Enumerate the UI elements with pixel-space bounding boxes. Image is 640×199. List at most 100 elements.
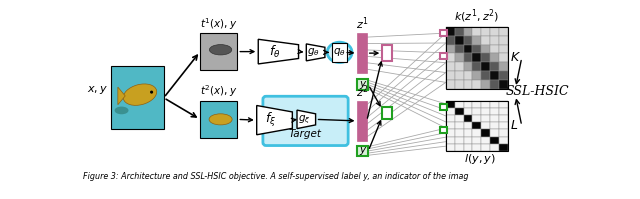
Bar [454,80,463,89]
Bar [446,122,454,130]
Bar [454,71,463,80]
Bar [446,62,454,71]
Bar [499,115,508,122]
Text: $y$: $y$ [358,145,367,157]
Bar [358,79,368,90]
Bar [463,71,472,80]
Polygon shape [307,44,325,61]
Text: $t^1(x), y$: $t^1(x), y$ [200,16,237,32]
Text: $g_\theta$: $g_\theta$ [307,46,320,58]
Bar [454,122,463,130]
Bar [499,122,508,130]
Bar [481,108,490,115]
Bar [463,144,472,151]
Text: Figure 3: Architecture and SSL-HSIC objective. A self-supervised label y, an ind: Figure 3: Architecture and SSL-HSIC obje… [83,173,468,181]
Bar [454,115,463,122]
Bar [472,144,481,151]
Bar [446,45,454,53]
Text: $f_\xi$: $f_\xi$ [266,111,276,129]
Bar [382,107,392,119]
Bar [472,115,481,122]
Bar [472,62,481,71]
Bar [332,43,348,62]
Bar [472,108,481,115]
Text: $y$: $y$ [358,79,367,91]
Bar [463,27,472,36]
Bar [472,122,481,130]
Bar [463,137,472,144]
Text: $L$: $L$ [510,119,518,132]
FancyBboxPatch shape [263,96,348,145]
Bar [481,101,490,108]
Bar [358,33,367,73]
Bar [446,36,454,45]
Text: $z^2$: $z^2$ [356,84,369,100]
Bar [472,130,481,137]
Bar [111,66,164,129]
Bar [499,45,508,53]
Bar [454,137,463,144]
Bar [499,53,508,62]
Polygon shape [118,87,125,105]
Bar [472,137,481,144]
Bar [499,62,508,71]
Bar [446,144,454,151]
Bar [463,53,472,62]
Text: $l(y, y)$: $l(y, y)$ [464,152,496,167]
Bar [499,36,508,45]
Bar [490,115,499,122]
Bar [499,108,508,115]
Text: $f_\theta$: $f_\theta$ [269,44,280,60]
Bar [200,101,237,138]
Bar [499,130,508,137]
Bar [446,71,454,80]
Bar [440,30,447,36]
Bar [463,130,472,137]
Bar [481,144,490,151]
Polygon shape [257,105,292,135]
Bar [446,80,454,89]
Bar [446,27,454,36]
Bar [490,36,499,45]
Bar [463,45,472,53]
Bar [454,144,463,151]
Bar [446,137,454,144]
Bar [463,115,472,122]
Text: $g_\xi$: $g_\xi$ [298,113,311,126]
Bar [490,130,499,137]
Bar [499,101,508,108]
Bar [454,101,463,108]
Bar [382,45,392,61]
Bar [499,27,508,36]
Ellipse shape [209,45,232,55]
Bar [490,108,499,115]
Text: $q_\theta$: $q_\theta$ [333,46,346,58]
Bar [481,62,490,71]
Bar [463,36,472,45]
Bar [481,53,490,62]
Bar [490,27,499,36]
Bar [490,45,499,53]
Bar [446,115,454,122]
Bar [200,33,237,70]
Bar [446,53,454,62]
Bar [481,36,490,45]
Bar [490,122,499,130]
Bar [446,27,508,89]
Text: $t^2(x), y$: $t^2(x), y$ [200,84,237,99]
Bar [472,45,481,53]
Bar [454,108,463,115]
Ellipse shape [115,107,129,114]
Ellipse shape [124,84,157,105]
Bar [490,71,499,80]
Bar [490,53,499,62]
Bar [499,137,508,144]
Bar [499,71,508,80]
Bar [454,27,463,36]
Polygon shape [259,39,298,64]
Ellipse shape [209,114,232,125]
Bar [454,62,463,71]
Bar [490,137,499,144]
Bar [463,122,472,130]
Bar [490,80,499,89]
